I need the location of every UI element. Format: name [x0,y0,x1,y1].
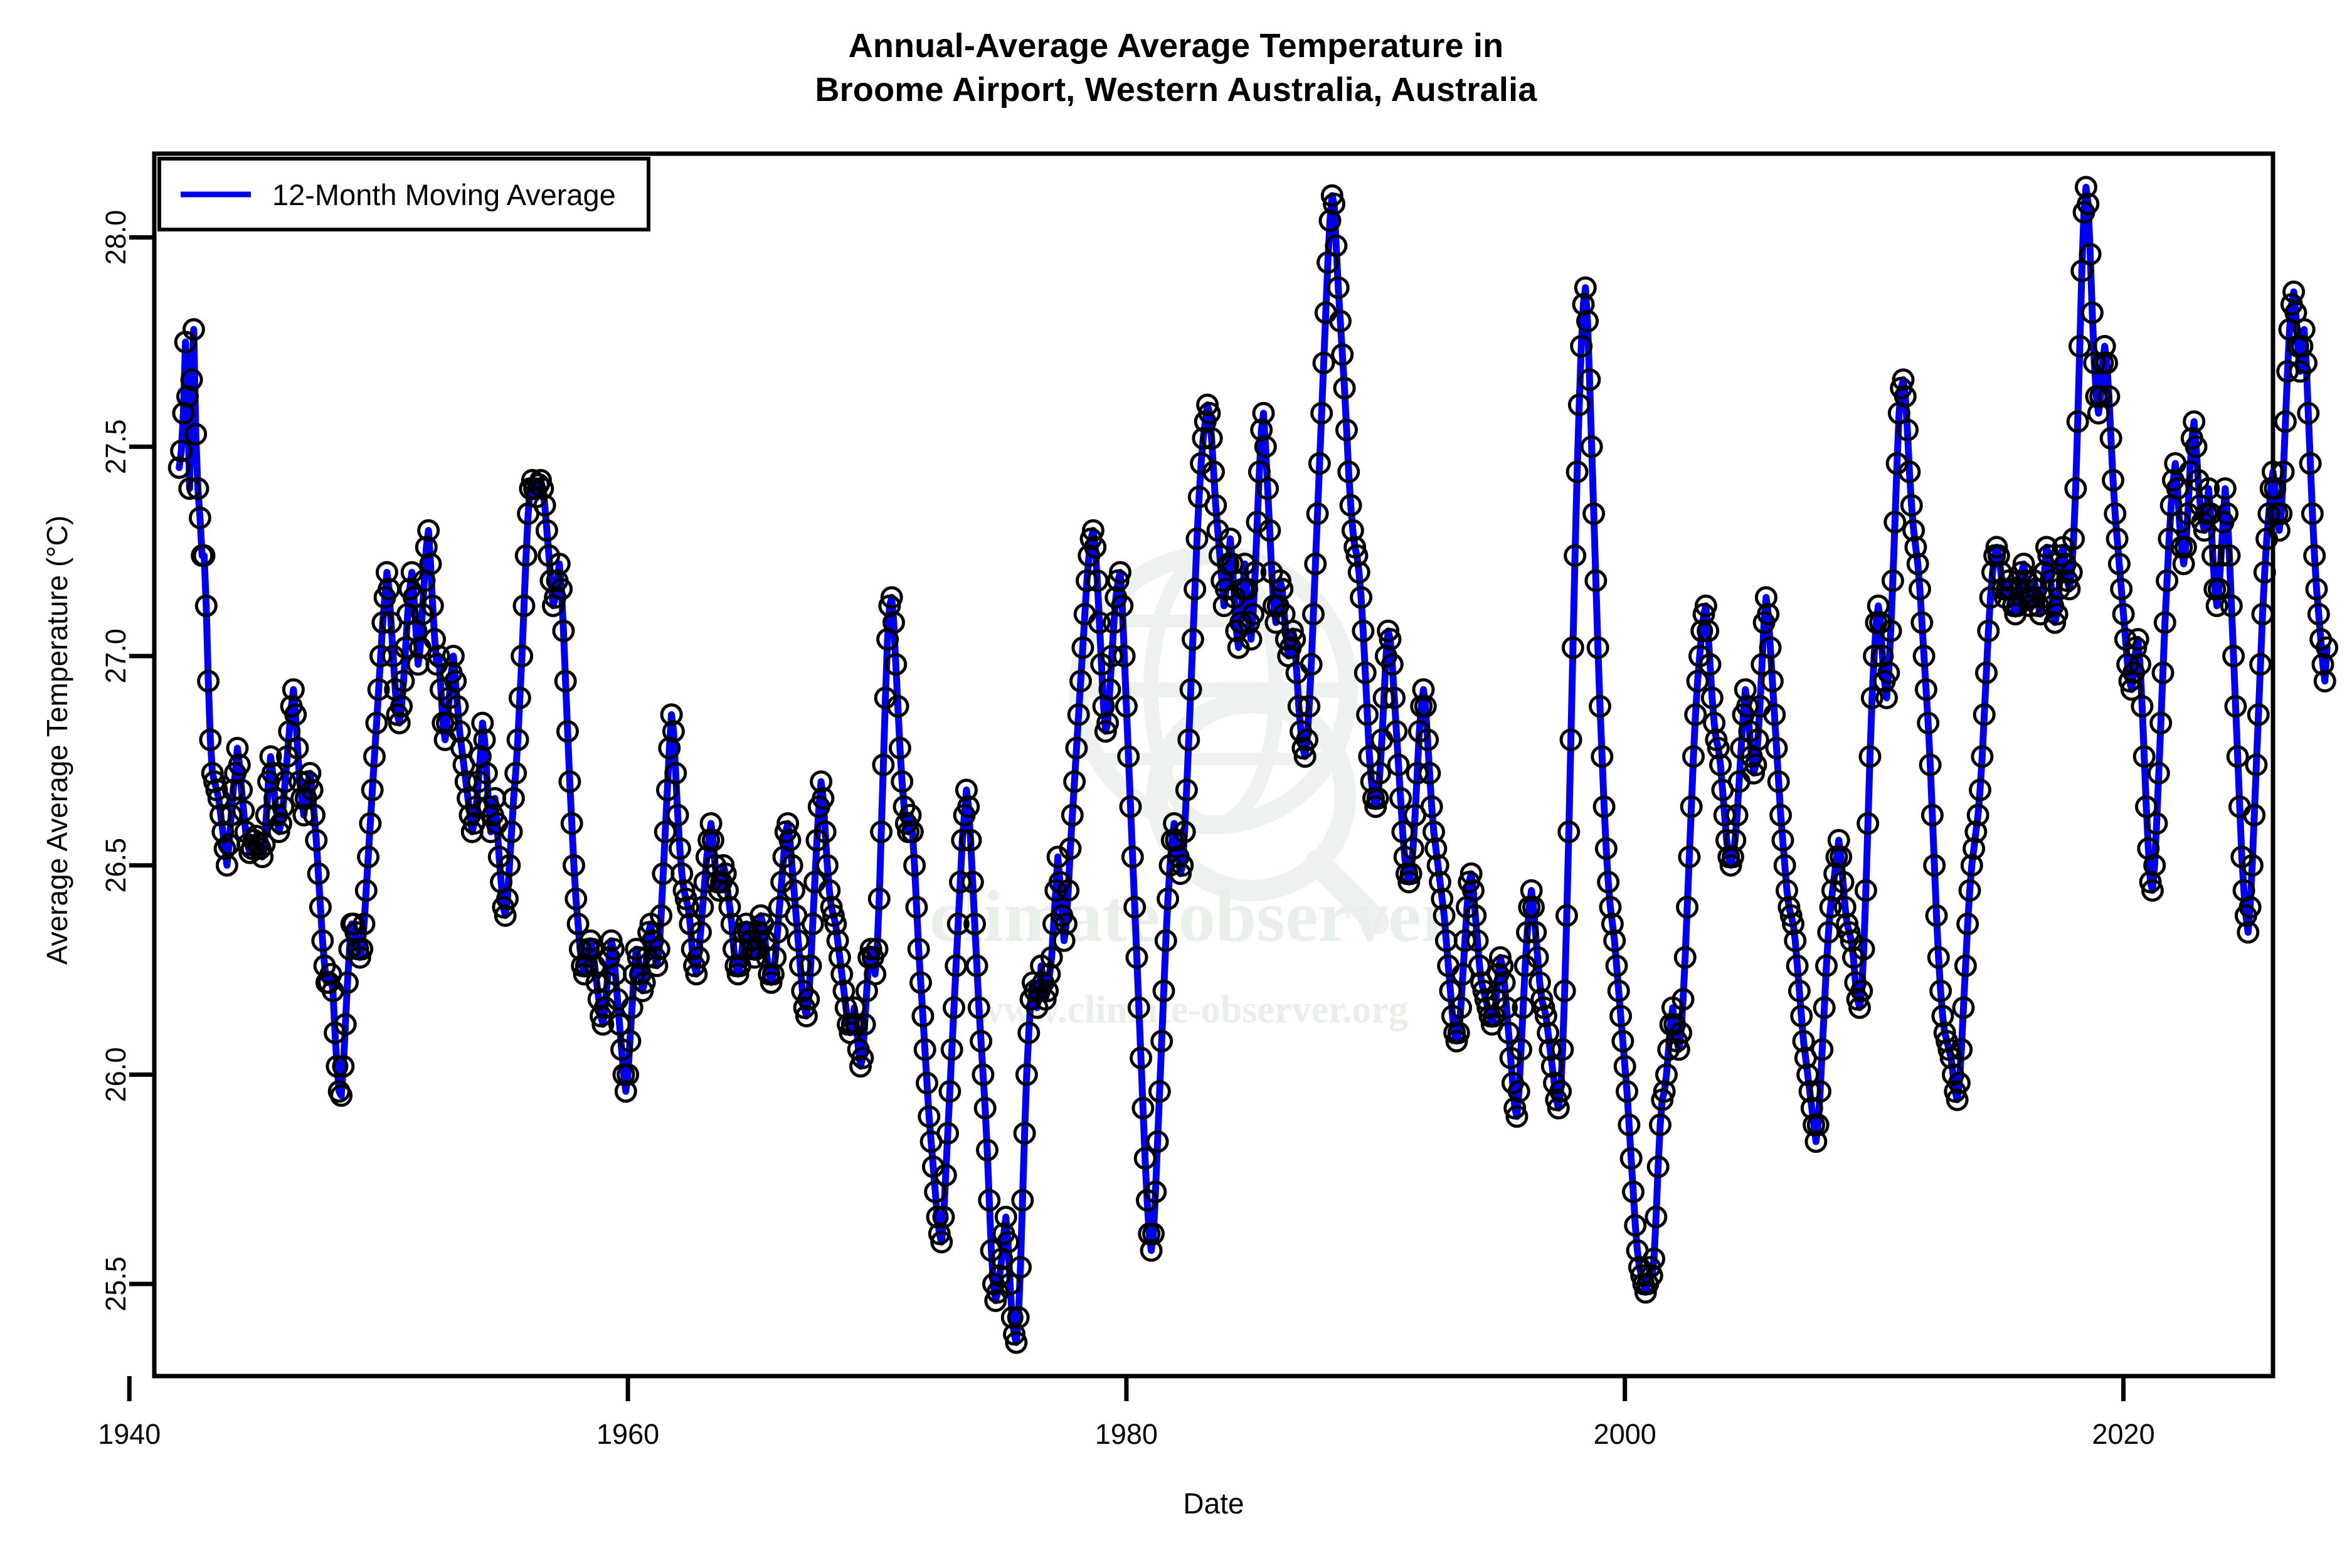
data-series-12-month-moving-average [167,176,2339,1354]
x-tick-label: 2000 [1594,1418,1656,1450]
plot-frame [152,151,2275,1379]
x-axis-ticks: 1940 1960 1980 2000 2020 [98,1376,2155,1450]
chart-title: Annual-Average Average Temperature in Br… [0,24,2352,112]
y-tick-label: 28.0 [100,210,132,265]
x-tick-label: 1940 [98,1418,161,1450]
y-tick-label: 27.0 [100,628,132,684]
series-markers [167,176,2339,1354]
y-axis-ticks: 25.5 26.0 26.5 27.0 27.5 28.0 [100,210,154,1311]
y-tick-label: 27.5 [100,419,132,474]
y-tick-label: 25.5 [100,1256,132,1311]
y-tick-label: 26.0 [100,1047,132,1103]
x-tick-label: 1980 [1095,1418,1158,1450]
x-axis-title: Date [1183,1487,1244,1520]
x-tick-label: 2020 [2092,1418,2154,1450]
chart-title-line2: Broome Airport, Western Australia, Austr… [815,71,1537,109]
y-axis-title: Average Average Temperature (°C) [41,515,73,965]
x-tick-label: 1960 [596,1418,659,1450]
legend-label: 12-Month Moving Average [272,178,616,211]
watermark-title: climate observer [930,875,1453,957]
y-tick-label: 26.5 [100,838,132,893]
marker-circles [167,176,2339,1354]
legend: 12-Month Moving Average [157,157,650,231]
chart-title-line1: Annual-Average Average Temperature in [848,27,1504,65]
